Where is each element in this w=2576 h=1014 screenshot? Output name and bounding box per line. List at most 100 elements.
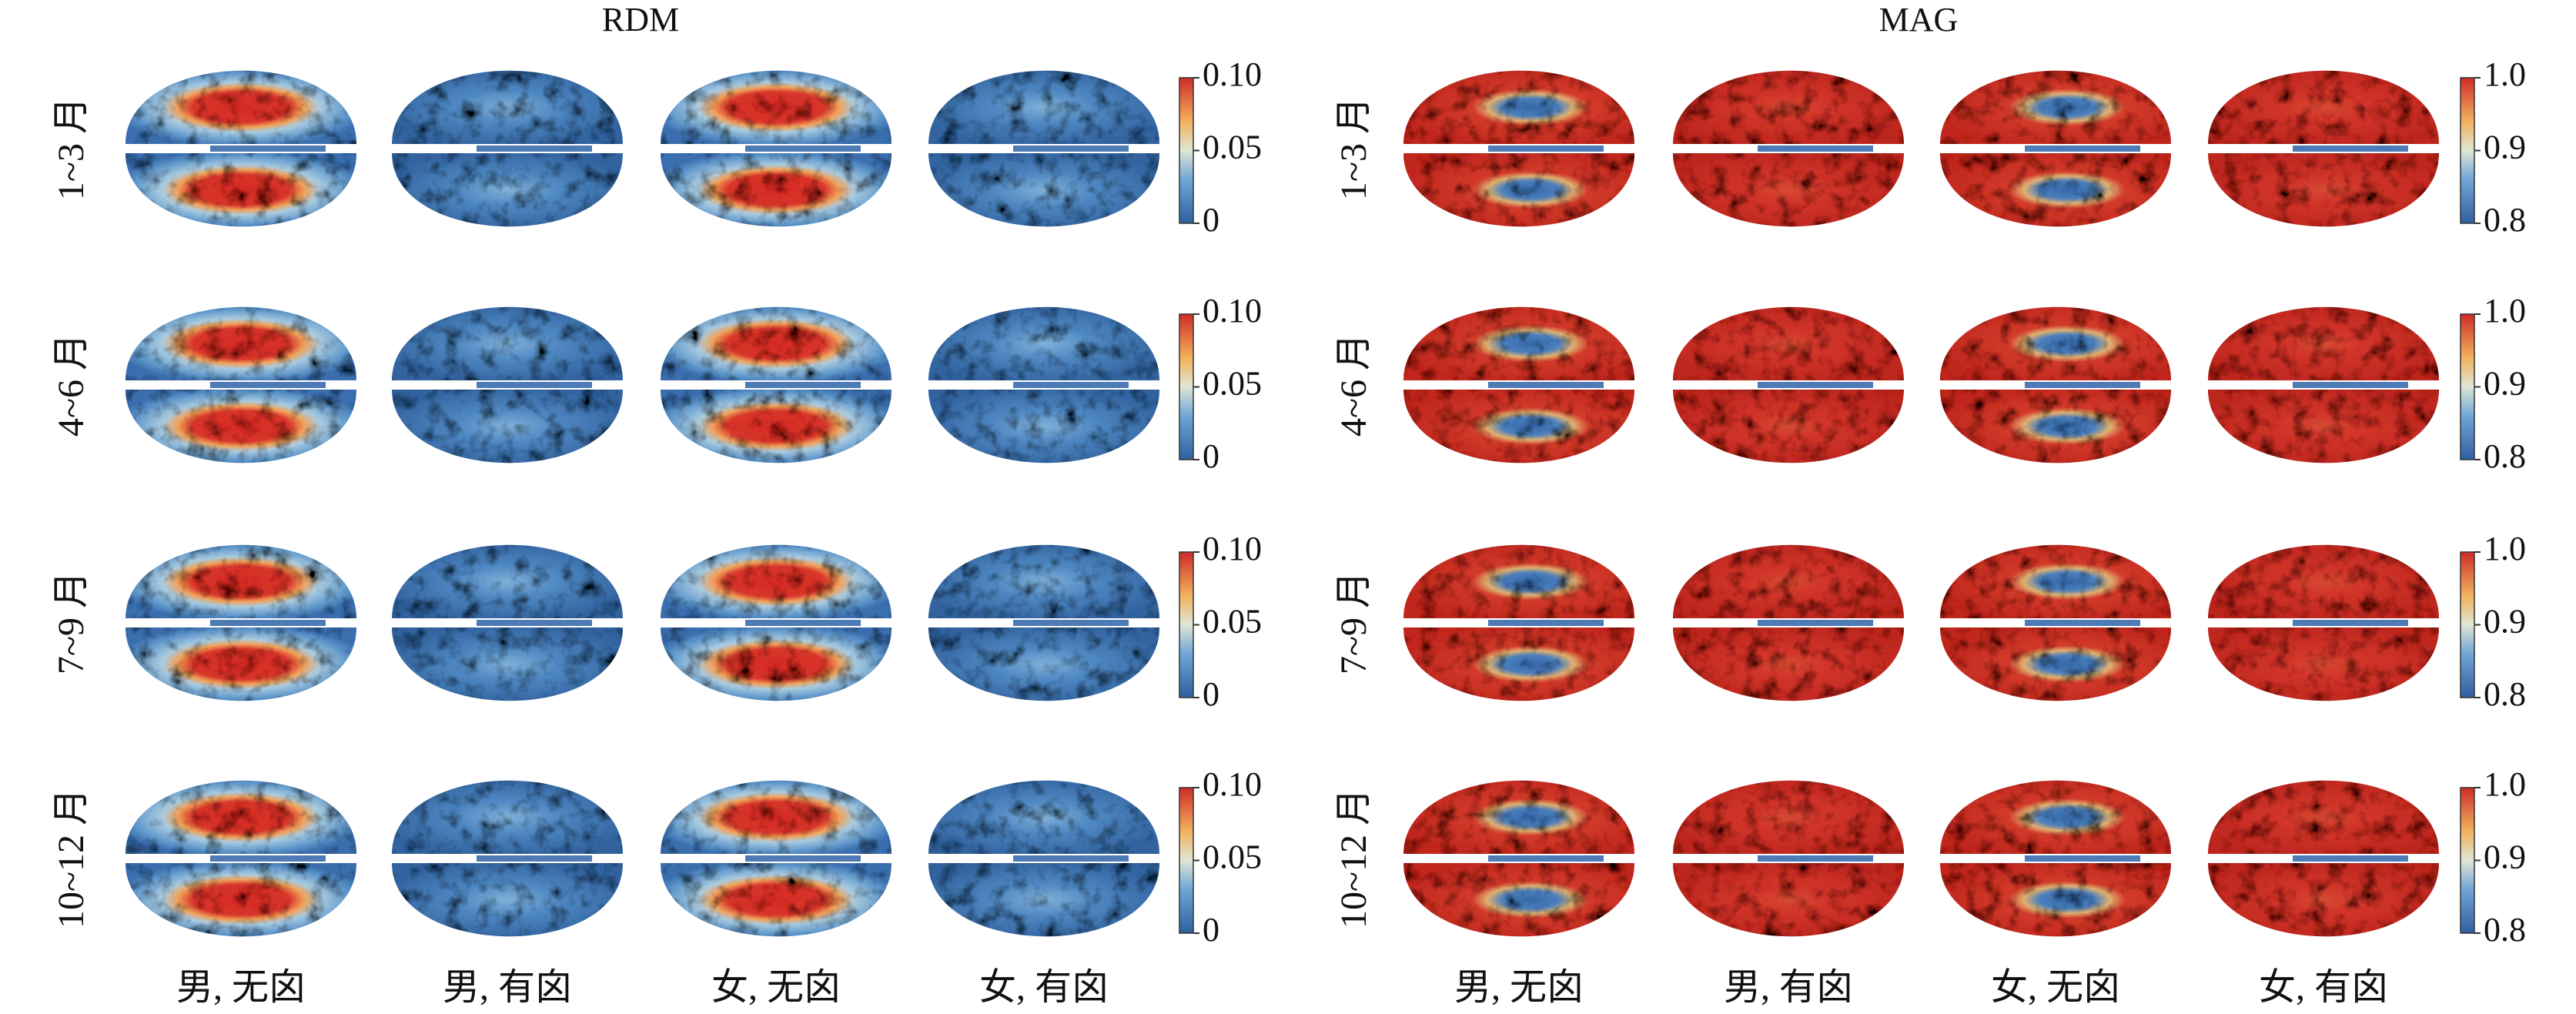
hemisphere [392, 627, 623, 701]
midline [745, 382, 861, 388]
hemisphere [1403, 627, 1634, 701]
midline [2293, 620, 2408, 626]
hemisphere [1673, 863, 1904, 937]
hemisphere [1940, 306, 2171, 380]
hemisphere [125, 544, 356, 618]
midline [745, 620, 861, 626]
column-label: 男, 有囟 [1724, 967, 1853, 1008]
hemisphere [1673, 544, 1904, 618]
brain-map [125, 780, 356, 937]
hemisphere [2208, 153, 2439, 227]
colorbar-tick-label: 0.9 [2484, 603, 2526, 641]
hemisphere [125, 780, 356, 854]
midline [2293, 855, 2408, 862]
hemisphere [392, 306, 623, 380]
colorbar [1179, 77, 1194, 224]
midline [210, 382, 326, 388]
hemisphere [1940, 627, 2171, 701]
hemisphere [661, 306, 892, 380]
row-label: 4~6 月 [51, 333, 92, 437]
hemisphere [2208, 306, 2439, 380]
midline [1488, 620, 1604, 626]
colorbar-tick-label: 0 [1203, 911, 1219, 949]
midline [2025, 382, 2140, 388]
colorbar-tick-label: 1.0 [2484, 292, 2526, 330]
brain-map [661, 780, 892, 937]
hemisphere [928, 153, 1159, 227]
colorbar-tick-label: 1.0 [2484, 765, 2526, 803]
brain-map [392, 306, 623, 463]
hemisphere [392, 153, 623, 227]
brain-map [661, 306, 892, 463]
colorbar-tick-label: 0.05 [1203, 365, 1262, 403]
hemisphere [1403, 70, 1634, 144]
brain-map [928, 780, 1159, 937]
colorbar [1179, 787, 1194, 934]
hemisphere [1403, 306, 1634, 380]
brain-map [1673, 70, 1904, 227]
brain-map [1673, 780, 1904, 937]
midline [2025, 146, 2140, 152]
hemisphere [1673, 780, 1904, 854]
colorbar-tick-label: 0.05 [1203, 603, 1262, 641]
colorbar-tick-label: 0.10 [1203, 292, 1262, 330]
brain-map [1673, 306, 1904, 463]
panel: RDM 1~3 月 0.10 0.05 0 4~6 月 0.10 0.05 0 7~9 月 0.10… [51, 1, 1262, 1008]
hemisphere [661, 780, 892, 854]
midline [210, 620, 326, 626]
hemisphere [1940, 863, 2171, 937]
midline [1013, 146, 1129, 152]
hemisphere [661, 390, 892, 463]
row-label: 10~12 月 [51, 788, 92, 929]
colorbar-tick-label: 0.10 [1203, 55, 1262, 93]
hemisphere [661, 153, 892, 227]
column-label: 男, 有囟 [443, 967, 572, 1008]
hemisphere [928, 390, 1159, 463]
colorbar-tick-label: 0.8 [2484, 437, 2526, 475]
hemisphere [125, 306, 356, 380]
hemisphere [1403, 544, 1634, 618]
midline [1758, 855, 1873, 862]
colorbar-tick-label: 0.10 [1203, 530, 1262, 567]
brain-map [125, 544, 356, 701]
hemisphere [125, 863, 356, 937]
midline [1758, 146, 1873, 152]
midline [210, 146, 326, 152]
brain-map [1940, 306, 2171, 463]
midline [1013, 855, 1129, 862]
hemisphere [1940, 153, 2171, 227]
hemisphere [1673, 306, 1904, 380]
brain-map [1673, 544, 1904, 701]
colorbar-tick-label: 0 [1203, 437, 1219, 475]
hemisphere [392, 390, 623, 463]
brain-map [1403, 70, 1634, 227]
hemisphere [1403, 780, 1634, 854]
brain-map [928, 70, 1159, 227]
midline [1488, 146, 1604, 152]
hemisphere [661, 70, 892, 144]
colorbar [1179, 551, 1194, 698]
hemisphere [125, 70, 356, 144]
brain-map [1403, 544, 1634, 701]
brain-map [661, 544, 892, 701]
colorbar-tick-label: 0 [1203, 675, 1219, 713]
hemisphere [2208, 780, 2439, 854]
midline [745, 146, 861, 152]
row-label: 7~9 月 [51, 571, 92, 674]
brain-map [392, 70, 623, 227]
brain-map [392, 544, 623, 701]
hemisphere [1403, 390, 1634, 463]
colorbar-tick-label: 0.10 [1203, 765, 1262, 803]
colorbar-tick-label: 0.9 [2484, 129, 2526, 166]
hemisphere [661, 544, 892, 618]
colorbar-tick-label: 0.8 [2484, 911, 2526, 949]
midline [477, 855, 592, 862]
brain-map [661, 70, 892, 227]
brain-map [2208, 70, 2439, 227]
brain-map [125, 306, 356, 463]
row-label: 10~12 月 [1333, 788, 1374, 929]
hemisphere [1940, 544, 2171, 618]
row-label: 1~3 月 [1333, 97, 1374, 200]
hemisphere [392, 70, 623, 144]
